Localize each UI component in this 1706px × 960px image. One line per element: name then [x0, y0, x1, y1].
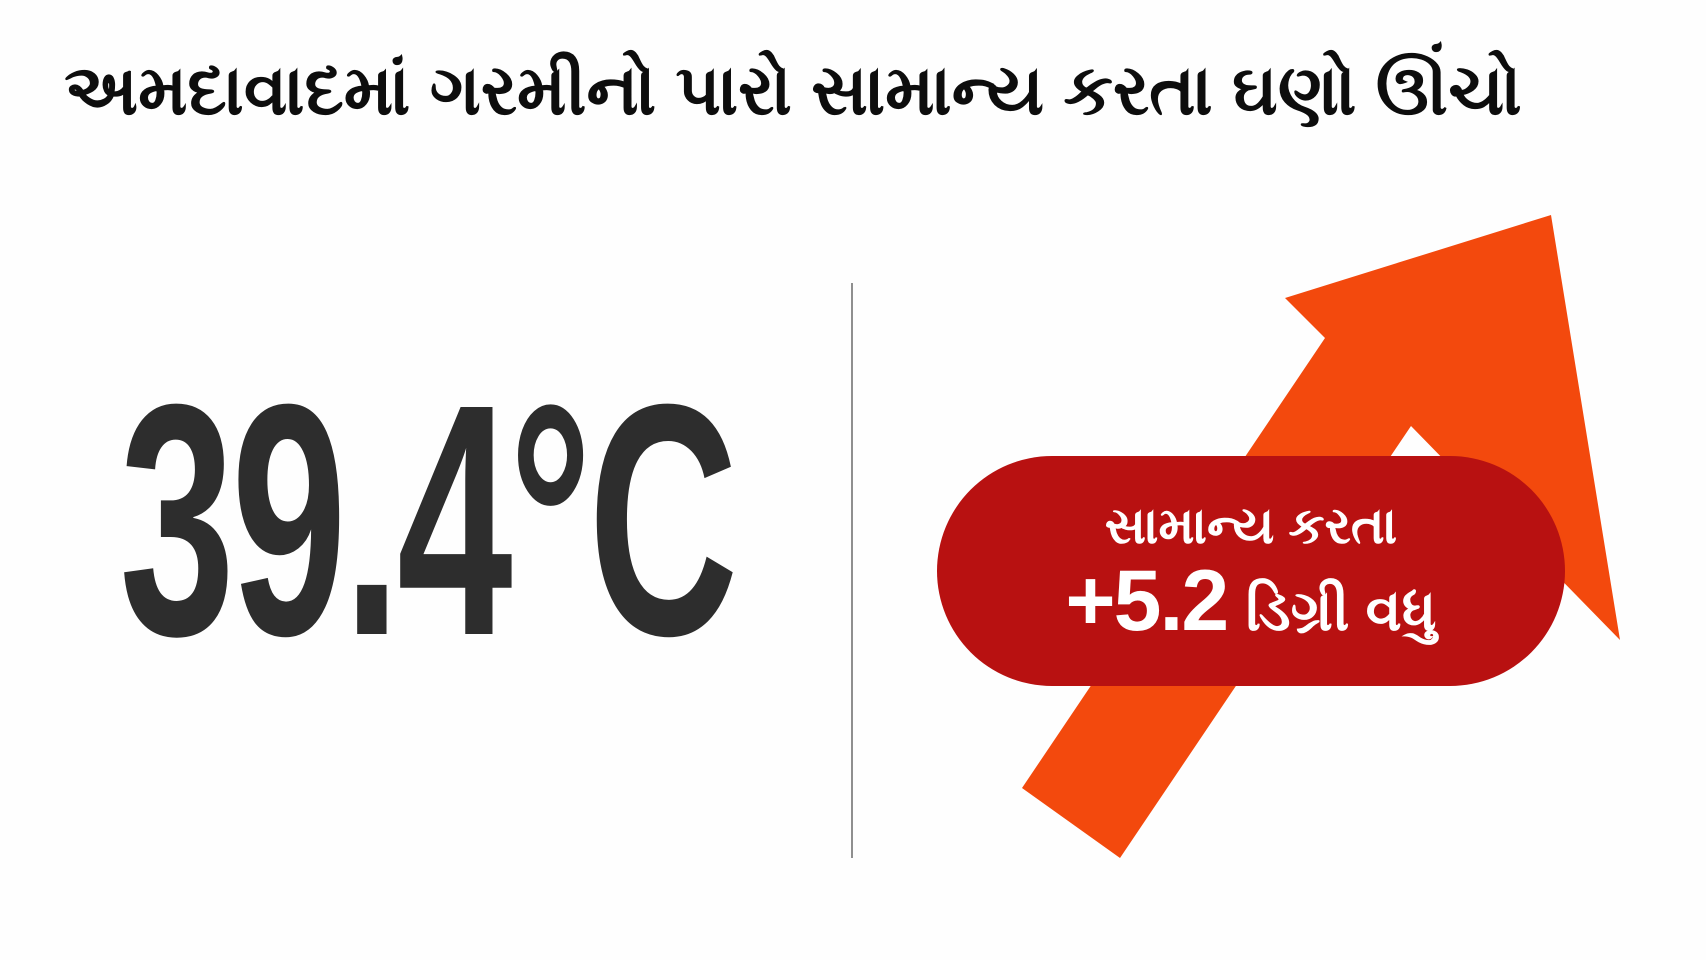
temperature-value: 39.4°C: [118, 335, 738, 704]
temperature-panel: 39.4°C: [118, 335, 738, 704]
comparison-badge: સામાન્ય કરતા +5.2 ડિગ્રી વધુ: [937, 456, 1565, 686]
page-title: અમદાવાદમાં ગરમીનો પારો સામાન્ય કરતા ઘણો …: [64, 51, 1522, 129]
badge-line1: સામાન્ય કરતા: [1104, 496, 1398, 554]
badge-line2: +5.2 ડિગ્રી વધુ: [1065, 558, 1436, 644]
badge-delta-value: +5.2: [1065, 553, 1229, 650]
vertical-divider: [851, 283, 853, 858]
badge-delta-label: ડિગ્રી વધુ: [1245, 578, 1437, 644]
